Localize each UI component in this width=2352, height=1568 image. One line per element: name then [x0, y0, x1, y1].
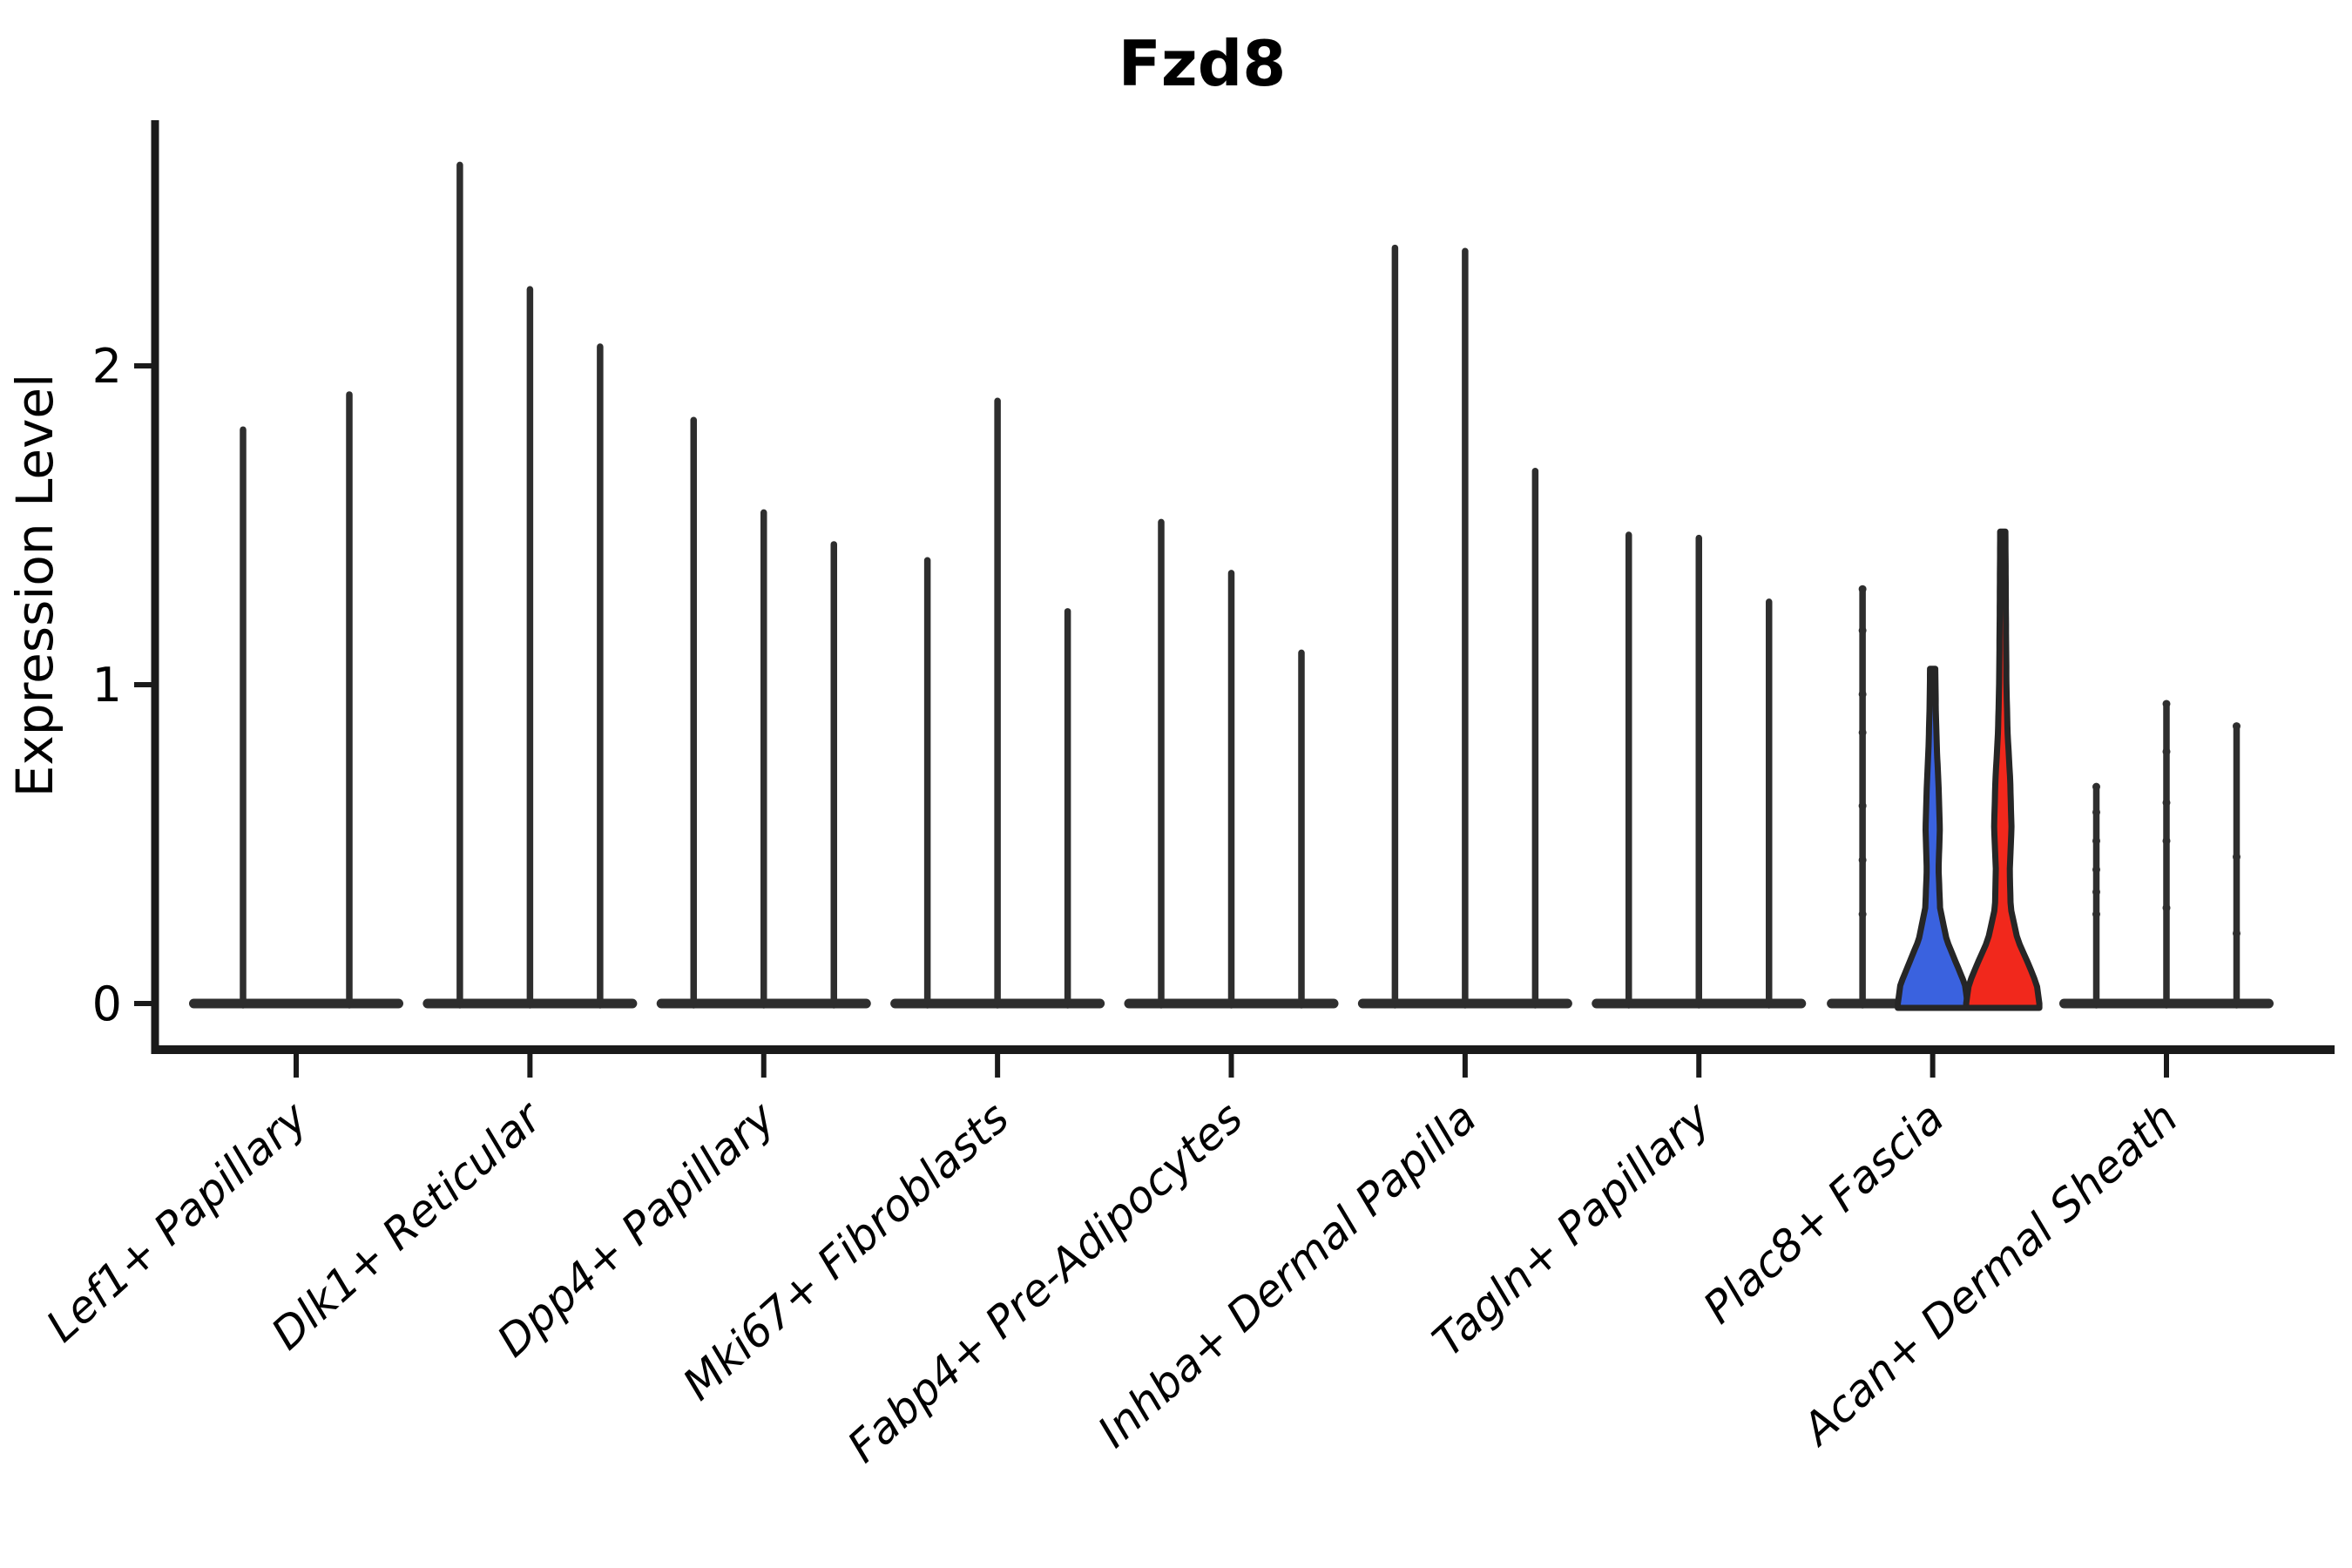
- cell-point: [2233, 929, 2240, 937]
- x-tick-label: Inhba+ Dermal Papilla: [1088, 1092, 1486, 1457]
- y-axis-label: Expression Level: [5, 374, 64, 797]
- cell-point: [2233, 722, 2240, 731]
- x-tick-label: Plac8+ Fascia: [1693, 1092, 1953, 1334]
- zero-baseline: [189, 998, 403, 1009]
- cell-point: [1858, 728, 1867, 737]
- x-tick-label: Acan+ Dermal Sheath: [1791, 1092, 2187, 1456]
- violin-blue: [1895, 666, 1971, 1011]
- cell-point: [2233, 853, 2240, 862]
- cell-point: [1858, 855, 1867, 864]
- cell-point: [1858, 585, 1867, 593]
- cell-point: [2092, 910, 2100, 919]
- cell-point: [2162, 836, 2171, 845]
- cell-point: [2092, 782, 2100, 791]
- cell-point: [2092, 808, 2100, 816]
- cell-point: [2092, 888, 2100, 896]
- cell-point: [1858, 690, 1867, 699]
- cell-point: [1858, 910, 1867, 919]
- y-tick-label: 0: [92, 977, 122, 1031]
- cell-point: [2162, 798, 2171, 807]
- y-tick-label: 2: [92, 339, 122, 394]
- cell-point: [2162, 747, 2171, 756]
- violin-red: [1963, 528, 2043, 1011]
- cell-point: [2092, 865, 2100, 874]
- cell-point: [2092, 836, 2100, 845]
- chart-title: Fzd8: [1119, 27, 1287, 100]
- cell-point: [1858, 801, 1867, 810]
- cell-point: [2162, 903, 2171, 912]
- cell-point: [2162, 700, 2171, 708]
- cell-point: [1858, 626, 1867, 635]
- x-tick-label: Fabp4+ Pre-Adipocytes: [838, 1092, 1253, 1472]
- y-tick-label: 1: [92, 658, 122, 713]
